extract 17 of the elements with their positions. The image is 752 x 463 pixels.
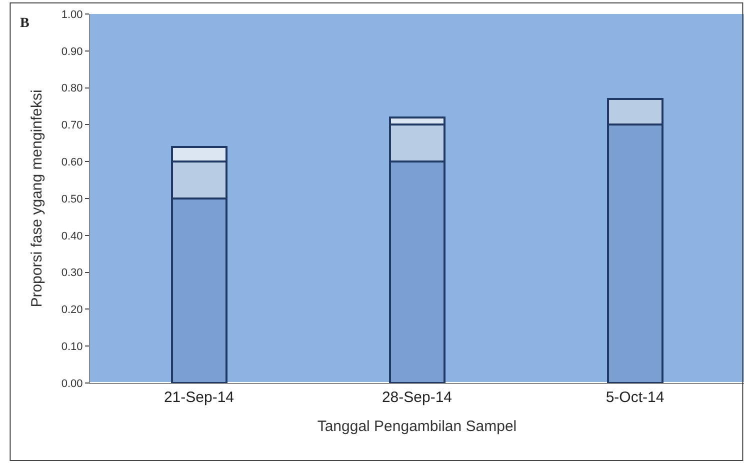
y-tick-label: 0.20 <box>61 304 83 316</box>
x-axis-title: Tanggal Pengambilan Sampel <box>317 418 517 435</box>
y-tick-label: 0.70 <box>61 120 83 132</box>
y-tick-label: 0.60 <box>61 156 83 168</box>
y-tick-label: 0.30 <box>61 267 83 280</box>
y-tick-label: 0.50 <box>61 193 83 206</box>
y-axis-title: Proporsi fase ygang menginfeksi <box>28 90 46 308</box>
y-tick-label: 0.90 <box>61 46 83 58</box>
y-tick-label: 0.80 <box>61 82 83 95</box>
y-tick-label: 0.00 <box>61 378 83 390</box>
y-tick-label: 0.10 <box>61 340 83 353</box>
y-tick-label: 1.00 <box>61 8 83 21</box>
text: B <box>20 16 30 31</box>
x-tick-label: 28-Sep-14 <box>382 389 452 406</box>
x-tick-label: 21-Sep-14 <box>164 389 234 406</box>
x-tick-label: 5-Oct-14 <box>606 389 664 406</box>
y-tick-label: 0.40 <box>61 230 83 242</box>
